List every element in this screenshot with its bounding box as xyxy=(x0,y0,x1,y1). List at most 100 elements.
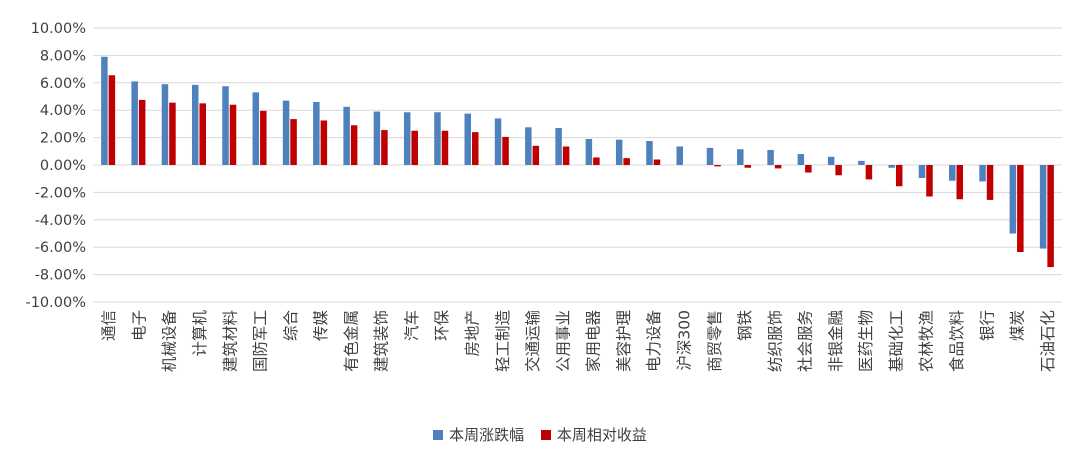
x-tick-label: 煤炭 xyxy=(1009,310,1027,341)
x-tick-label: 传媒 xyxy=(312,310,330,342)
x-tick-label: 钢铁 xyxy=(736,310,754,341)
bar-chart: 10.00% 8.00% 6.00% 4.00% 2.00% 0.00% -2.00% -4.… xyxy=(25,21,1062,373)
bar-series-1 xyxy=(1009,165,1017,234)
bar-series-1 xyxy=(403,112,411,165)
bar-series-2 xyxy=(714,165,721,167)
bar-series-2 xyxy=(381,130,388,165)
x-tick-label: 石油石化 xyxy=(1039,310,1057,372)
bar-series-1 xyxy=(161,84,169,165)
bar-series-2 xyxy=(926,165,933,197)
bar-series-2 xyxy=(562,146,570,165)
bar-series-2 xyxy=(956,165,964,200)
x-tick-label: 计算机 xyxy=(190,310,209,357)
x-tick-label: 沪深300 xyxy=(675,310,693,371)
x-tick-label: 社会服务 xyxy=(797,310,815,372)
x-tick-label: 食品饮料 xyxy=(948,310,966,372)
bar-series-1 xyxy=(464,113,472,165)
bar-series-1 xyxy=(585,138,593,165)
bar-series-1 xyxy=(434,112,441,165)
bar-series-2 xyxy=(805,165,812,173)
bar-series-2 xyxy=(532,145,540,165)
bar-series-1 xyxy=(615,139,623,165)
bar-series-2 xyxy=(1047,165,1054,268)
x-tick-label: 商贸零售 xyxy=(706,310,724,372)
bars xyxy=(101,56,1054,268)
bar-series-1 xyxy=(918,165,926,179)
bar-series-2 xyxy=(229,104,237,165)
x-tick-label: 建筑装饰 xyxy=(373,310,391,372)
bar-series-1 xyxy=(888,165,895,168)
x-tick-label: 基础化工 xyxy=(887,310,905,372)
bar-series-1 xyxy=(949,165,956,181)
bar-series-2 xyxy=(774,165,782,169)
y-tick-label: -8.00% xyxy=(35,268,86,284)
bar-series-2 xyxy=(350,125,358,165)
bar-series-1 xyxy=(797,154,805,165)
x-tick-label: 农林牧渔 xyxy=(918,310,936,372)
bar-series-2 xyxy=(593,157,600,165)
bar-series-1 xyxy=(101,56,108,165)
legend-label-series-1: 本周涨跌幅 xyxy=(449,426,525,444)
bar-series-2 xyxy=(108,75,116,165)
bar-series-1 xyxy=(827,156,835,165)
bar-series-1 xyxy=(555,128,562,165)
x-tick-label: 房地产 xyxy=(464,310,482,357)
bar-series-1 xyxy=(222,86,229,165)
bar-series-1 xyxy=(979,165,986,182)
y-tick-label: 4.00% xyxy=(40,103,86,119)
x-tick-label: 美容护理 xyxy=(615,310,633,372)
legend-label-series-2: 本周相对收益 xyxy=(556,426,647,444)
y-axis: 10.00% 8.00% 6.00% 4.00% 2.00% 0.00% -2.00% -4.… xyxy=(25,21,86,311)
bar-series-2 xyxy=(138,99,146,165)
x-tick-label: 通信 xyxy=(100,310,118,341)
x-tick-label: 建筑材料 xyxy=(221,310,239,372)
y-tick-label: -4.00% xyxy=(35,213,86,229)
bar-series-1 xyxy=(676,146,683,165)
x-tick-label: 有色金属 xyxy=(342,310,360,372)
bar-series-2 xyxy=(260,110,267,165)
bar-series-1 xyxy=(313,101,320,165)
y-tick-label: -2.00% xyxy=(35,185,86,201)
x-tick-label: 非银金融 xyxy=(827,310,845,372)
bar-series-1 xyxy=(525,127,532,165)
x-tick-label: 家用电器 xyxy=(585,310,603,373)
x-tick-label: 电力设备 xyxy=(645,310,663,373)
bar-series-2 xyxy=(986,165,994,200)
bar-series-2 xyxy=(653,159,661,165)
y-tick-label: 0.00% xyxy=(40,158,86,174)
x-tick-label: 机械设备 xyxy=(161,310,179,373)
x-tick-label: 电子 xyxy=(130,310,148,341)
x-tick-label: 国防军工 xyxy=(252,310,270,372)
bar-series-1 xyxy=(706,147,714,165)
x-tick-label: 纺织服饰 xyxy=(766,310,784,372)
bar-series-1 xyxy=(767,149,774,165)
legend-swatch-series-1 xyxy=(433,429,444,440)
bar-series-2 xyxy=(472,132,479,165)
gridlines xyxy=(93,27,1062,303)
y-tick-label: -10.00% xyxy=(25,295,86,311)
bar-series-1 xyxy=(252,92,260,165)
x-tick-label: 综合 xyxy=(282,310,300,342)
y-tick-label: -6.00% xyxy=(35,240,86,256)
x-tick-label: 汽车 xyxy=(403,310,421,341)
bar-series-1 xyxy=(494,118,502,165)
bar-series-2 xyxy=(623,158,630,165)
bar-series-2 xyxy=(199,103,206,165)
y-tick-label: 2.00% xyxy=(40,131,86,147)
y-tick-label: 6.00% xyxy=(40,76,86,92)
x-tick-label: 轻工制造 xyxy=(494,310,512,373)
bar-series-2 xyxy=(895,165,903,187)
bar-series-2 xyxy=(502,136,509,165)
bar-series-1 xyxy=(373,111,381,165)
legend-item-series-1: 本周涨跌幅 xyxy=(433,424,524,445)
legend-item-series-2: 本周相对收益 xyxy=(540,424,647,445)
bar-series-2 xyxy=(411,130,418,165)
bar-series-2 xyxy=(744,165,752,168)
bar-series-1 xyxy=(282,100,290,165)
bar-series-2 xyxy=(320,120,328,165)
bar-series-2 xyxy=(169,102,176,165)
bar-series-2 xyxy=(865,165,873,180)
bar-series-2 xyxy=(835,165,842,176)
bar-series-2 xyxy=(1017,165,1024,252)
y-tick-label: 8.00% xyxy=(40,48,86,64)
